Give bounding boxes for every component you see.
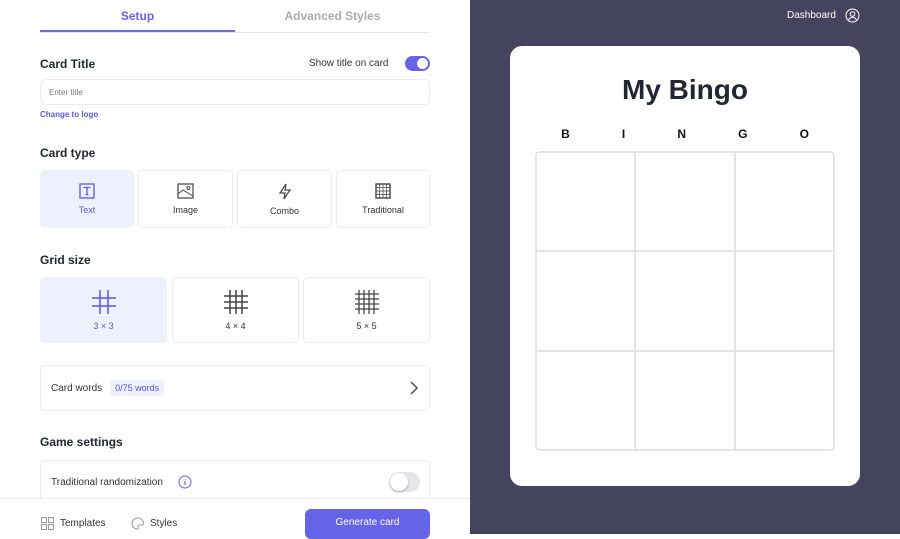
dashboard-link[interactable]: Dashboard [787,10,836,21]
randomization-toggle[interactable] [389,472,420,492]
letter: N [677,127,686,141]
card-words-label: Card words [51,382,103,394]
grid-icon [375,183,391,199]
grid-size-3x3[interactable]: 3 × 3 [40,277,167,343]
grid-5x5-icon [354,290,379,314]
title-input[interactable] [40,79,430,105]
randomization-label: Traditional randomization [51,477,163,488]
card-type-heading: Card type [40,146,96,160]
bingo-card-preview: My Bingo B I N G O [510,46,860,486]
grid-cell[interactable] [635,251,735,351]
tab-setup[interactable]: Setup [40,0,235,32]
tabs: Setup Advanced Styles [40,0,430,33]
card-type-combo[interactable]: Combo [237,170,332,228]
grid-cell[interactable] [536,152,636,252]
game-settings-heading: Game settings [40,435,123,449]
grid-cell[interactable] [734,251,834,351]
grid-size-5x5[interactable]: 5 × 5 [303,277,430,343]
letter: B [561,127,570,141]
styles-button[interactable]: Styles [150,518,178,529]
grid-cell[interactable] [536,350,636,450]
card-title: My Bingo [622,74,748,105]
change-to-logo-link[interactable]: Change to logo [40,110,99,119]
grid-3x3-icon [91,290,116,314]
chevron-right-icon [410,381,418,395]
grid-cell[interactable] [635,350,735,450]
grid-size-heading: Grid size [40,253,91,267]
card-type-traditional[interactable]: Traditional [336,170,430,228]
word-count-badge: 0/75 words [110,380,165,396]
grid-size-4x4[interactable]: 4 × 4 [172,277,299,343]
settings-panel: Setup Advanced Styles Card Title Show ti… [0,0,470,539]
grid-4x4-icon [223,290,248,314]
image-icon [177,183,194,199]
generate-card-button[interactable]: Generate card [305,509,430,539]
info-icon[interactable] [178,475,192,489]
letter: I [621,127,626,141]
tab-advanced-styles[interactable]: Advanced Styles [284,9,381,23]
card-words-row[interactable]: Card words 0/75 words [40,365,430,411]
letter: O [799,127,809,141]
templates-button[interactable]: Templates [60,518,106,529]
templates-icon [41,517,54,530]
bingo-grid [535,151,835,451]
footer: Templates Styles Generate card [0,498,470,539]
grid-cell[interactable] [635,152,735,252]
grid-cell[interactable] [734,152,834,252]
letter: G [738,127,748,141]
card-type-text[interactable]: Text [40,170,134,228]
grid-cell[interactable] [734,350,834,450]
show-title-label: Show title on card [309,58,389,69]
lightning-icon [278,183,291,199]
show-title-toggle[interactable] [405,56,430,71]
palette-icon [131,517,144,530]
card-type-image[interactable]: Image [138,170,233,228]
grid-cell[interactable] [536,251,636,351]
user-icon[interactable] [845,8,860,23]
bingo-letters: B I N G O [535,127,835,141]
card-title-heading: Card Title [40,57,96,71]
text-icon [79,183,95,199]
